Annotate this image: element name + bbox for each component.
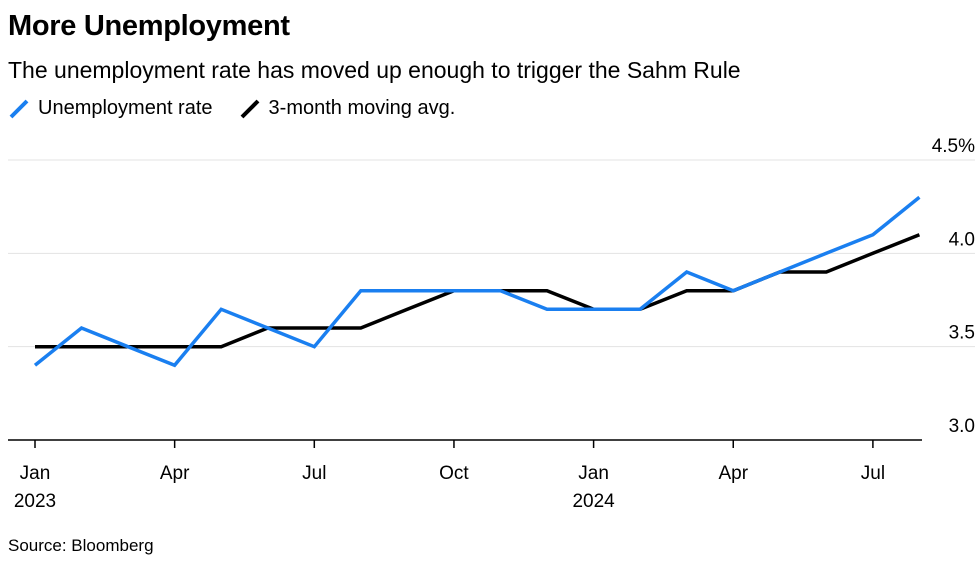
chart-subtitle: The unemployment rate has moved up enoug…: [8, 57, 741, 83]
y-tick-label: 3.5: [949, 323, 975, 344]
x-tick-year-label: 2023: [14, 491, 56, 512]
legend-item-unemployment-rate: Unemployment rate: [8, 97, 213, 120]
x-tick-label: Oct: [439, 463, 469, 484]
y-tick-label: 3.0: [949, 416, 975, 437]
y-tick-label: 4.5%: [932, 136, 975, 157]
legend-label-moving-avg: 3-month moving avg.: [268, 97, 456, 119]
legend-item-moving-avg: 3-month moving avg.: [239, 97, 456, 120]
x-tick-year-label: 2024: [572, 491, 615, 512]
legend-swatch-moving-avg: [240, 99, 259, 118]
chart-title: More Unemployment: [8, 10, 290, 42]
legend-label-unemployment-rate: Unemployment rate: [38, 97, 213, 119]
x-tick-label: Apr: [718, 463, 748, 484]
y-tick-label: 4.0: [949, 229, 975, 250]
legend-swatch-unemployment-rate: [9, 99, 29, 118]
legend: Unemployment rate 3-month moving avg.: [8, 97, 481, 120]
series-line-unemployment-rate: [33, 195, 921, 368]
x-tick-label: Jul: [861, 463, 885, 484]
source-note: Source: Bloomberg: [8, 536, 154, 555]
x-tick-label: Jul: [302, 463, 326, 484]
x-tick-label: Jan: [20, 463, 51, 484]
x-tick-label: Jan: [578, 463, 609, 484]
x-tick-label: Apr: [160, 463, 190, 484]
